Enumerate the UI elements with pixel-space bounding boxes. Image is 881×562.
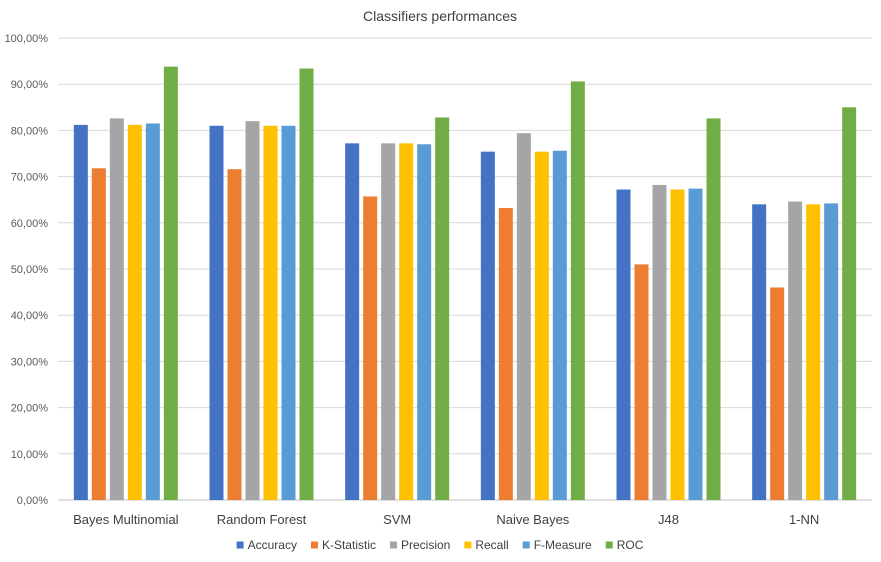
bar-accuracy-3: [480, 151, 495, 501]
bar-accuracy-4: [616, 189, 631, 500]
y-axis-ticks: 0,00% 10,00% 20,00% 30,00% 40,00% 50,00% 60,00…: [5, 33, 49, 507]
bar-accuracy-5: [752, 204, 767, 500]
y-tick-label: 40,00%: [11, 310, 49, 322]
x-category-label: Bayes Multinomial: [73, 512, 179, 527]
legend-label: Precision: [401, 538, 450, 552]
bar-f-measure-2: [417, 144, 432, 500]
legend-swatch: [389, 541, 397, 549]
legend-swatch: [464, 541, 472, 549]
bar-roc-1: [299, 68, 314, 500]
bar-k-statistic-1: [227, 169, 242, 500]
bar-roc-2: [435, 117, 450, 501]
y-tick-label: 60,00%: [11, 218, 49, 230]
y-tick-label: 50,00%: [11, 264, 49, 276]
bar-accuracy-2: [345, 143, 360, 500]
x-category-label: Random Forest: [217, 512, 307, 527]
bar-recall-3: [534, 151, 549, 501]
bar-accuracy-0: [73, 124, 88, 500]
bar-roc-5: [842, 107, 857, 501]
bar-k-statistic-5: [770, 287, 785, 500]
bar-roc-3: [570, 81, 585, 500]
bar-accuracy-1: [209, 125, 224, 500]
legend-swatch: [522, 541, 530, 549]
bar-f-measure-1: [281, 125, 296, 500]
y-tick-label: 10,00%: [11, 449, 49, 461]
y-tick-label: 0,00%: [17, 495, 48, 507]
legend-label: Accuracy: [248, 538, 297, 552]
bar-precision-4: [652, 184, 667, 500]
legend-label: K-Statistic: [322, 538, 376, 552]
y-tick-label: 90,00%: [11, 79, 49, 91]
bar-precision-2: [381, 143, 396, 500]
bars: [73, 66, 857, 501]
bar-roc-0: [163, 66, 178, 501]
x-axis-categories: Bayes Multinomial Random Forest SVM Naive B…: [73, 512, 819, 527]
bar-recall-0: [127, 124, 142, 500]
bar-k-statistic-0: [91, 168, 106, 500]
legend-label: ROC: [617, 538, 644, 552]
x-category-label: Naive Bayes: [496, 512, 569, 527]
y-tick-label: 30,00%: [11, 356, 49, 368]
y-tick-label: 80,00%: [11, 125, 49, 137]
bar-f-measure-5: [824, 203, 839, 500]
bar-precision-0: [109, 118, 124, 500]
legend-swatch: [236, 541, 244, 549]
x-category-label: SVM: [383, 512, 411, 527]
legend-label: F-Measure: [534, 538, 592, 552]
bar-k-statistic-4: [634, 264, 649, 500]
bar-precision-1: [245, 121, 260, 500]
bar-k-statistic-2: [363, 196, 378, 500]
bar-precision-3: [516, 133, 531, 500]
y-tick-label: 70,00%: [11, 172, 49, 184]
y-tick-label: 20,00%: [11, 403, 49, 415]
bar-recall-4: [670, 189, 685, 500]
x-category-label: 1-NN: [789, 512, 819, 527]
chart-title: Classifiers performances: [363, 8, 517, 24]
bar-f-measure-0: [145, 123, 160, 500]
bar-recall-1: [263, 125, 278, 500]
legend: Accuracy K-Statistic Precision Recall F-Meas…: [236, 538, 644, 552]
legend-label: Recall: [475, 538, 508, 552]
bar-f-measure-3: [552, 150, 567, 500]
bar-k-statistic-3: [498, 208, 513, 501]
bar-precision-5: [788, 201, 803, 500]
x-category-label: J48: [658, 512, 679, 527]
bar-f-measure-4: [688, 188, 703, 500]
bar-roc-4: [706, 118, 721, 500]
y-tick-label: 100,00%: [5, 33, 49, 45]
legend-swatch: [605, 541, 613, 549]
legend-swatch: [310, 541, 318, 549]
grid-lines: [58, 37, 872, 501]
bar-recall-2: [399, 143, 414, 500]
bar-recall-5: [806, 204, 821, 500]
